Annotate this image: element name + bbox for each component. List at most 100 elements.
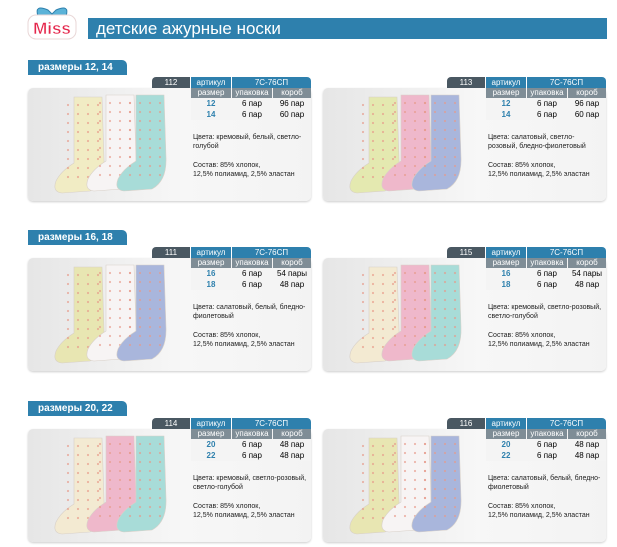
table-cell: 6 пар — [242, 99, 262, 108]
product-card: 115 артикул 7С-76СП размер упаковка короб … — [323, 247, 606, 371]
table-cell: 6 пар — [242, 280, 262, 289]
table-cell: 96 пар — [279, 99, 305, 108]
article-label: артикул — [191, 77, 231, 88]
product-number: 116 — [447, 418, 485, 429]
table-row: 22 6 пар 48 пар — [486, 450, 606, 461]
table-cell: 48 пар — [574, 280, 600, 289]
colors-text: Цвета: кремовый, светло-розовый, светло-… — [488, 304, 602, 320]
table-row: 16 6 пар 54 пары — [191, 268, 311, 279]
table-cell: 16 — [501, 269, 511, 278]
table-cell: 48 пар — [279, 440, 305, 449]
socks-image — [349, 264, 462, 364]
sock — [411, 94, 462, 192]
table-cell: 60 пар — [574, 110, 600, 119]
col-box: короб — [568, 258, 606, 268]
col-size: размер — [486, 258, 526, 268]
composition-line2: 12,5% полиамид, 2,5% эластан — [488, 341, 590, 348]
composition-text: Состав: 85% хлопок, 12,5% полиамид, 2,5% … — [488, 331, 603, 349]
composition-line1: Состав: 85% хлопок, — [193, 332, 261, 339]
composition-text: Состав: 85% хлопок, 12,5% полиамид, 2,5% … — [193, 502, 308, 520]
product-card: 111 артикул 7С-76СП размер упаковка короб … — [28, 247, 311, 371]
col-pack: упаковка — [232, 258, 272, 268]
table-row: 18 6 пар 48 пар — [486, 279, 606, 290]
article-label: артикул — [486, 418, 526, 429]
col-box: короб — [568, 429, 606, 439]
table-cell: 20 — [206, 440, 216, 449]
product-number: 111 — [152, 247, 190, 258]
table-cell: 96 пар — [574, 99, 600, 108]
size-table: размер упаковка короб 12 6 пар 96 пар 14 6 пар… — [486, 88, 606, 120]
colors-text: Цвета: салатовый, белый, бледно-фиолетов… — [488, 475, 601, 491]
col-size: размер — [191, 429, 231, 439]
product-number: 115 — [447, 247, 485, 258]
table-cell: 6 пар — [537, 110, 557, 119]
sock — [349, 266, 400, 364]
socks-image — [54, 435, 167, 535]
table-cell: 16 — [206, 269, 216, 278]
composition-line2: 12,5% полиамид, 2,5% эластан — [488, 171, 590, 178]
composition-line1: Состав: 85% хлопок, — [193, 162, 261, 169]
composition-line2: 12,5% полиамид, 2,5% эластан — [488, 512, 590, 519]
sock — [116, 264, 167, 362]
col-pack: упаковка — [527, 258, 567, 268]
table-row: 20 6 пар 48 пар — [191, 439, 311, 450]
composition-text: Состав: 85% хлопок, 12,5% полиамид, 2,5% … — [193, 161, 308, 179]
article-code: 7С-76СП — [527, 418, 606, 429]
table-row: 14 6 пар 60 пар — [191, 109, 311, 120]
sock — [349, 437, 400, 535]
col-box: короб — [273, 88, 311, 98]
composition-line1: Состав: 85% хлопок, — [488, 503, 556, 510]
col-pack: упаковка — [527, 88, 567, 98]
col-pack: упаковка — [232, 429, 272, 439]
socks-image — [54, 94, 167, 194]
table-row: 16 6 пар 54 пары — [486, 268, 606, 279]
table-header: размер упаковка короб — [191, 258, 311, 268]
size-table: размер упаковка короб 12 6 пар 96 пар 14 6 пар… — [191, 88, 311, 120]
table-cell: 18 — [501, 280, 511, 289]
colors-text: Цвета: кремовый, белый, светло-голубой — [193, 134, 302, 150]
table-cell: 14 — [206, 110, 216, 119]
sock — [116, 94, 167, 192]
table-cell: 48 пар — [574, 440, 600, 449]
size-table: размер упаковка короб 20 6 пар 48 пар 22 6 пар… — [486, 429, 606, 461]
table-cell: 48 пар — [574, 451, 600, 460]
composition-line2: 12,5% полиамид, 2,5% эластан — [193, 512, 295, 519]
section-label: размеры 12, 14 — [28, 60, 127, 75]
sock — [411, 435, 462, 533]
article-label: артикул — [191, 418, 231, 429]
product-number: 112 — [152, 77, 190, 88]
table-cell: 6 пар — [537, 269, 557, 278]
size-table: размер упаковка короб 16 6 пар 54 пары 18 6 па… — [191, 258, 311, 290]
article-label: артикул — [191, 247, 231, 258]
col-size: размер — [191, 88, 231, 98]
table-cell: 22 — [206, 451, 216, 460]
table-header: размер упаковка короб — [486, 88, 606, 98]
table-cell: 6 пар — [537, 451, 557, 460]
article-code: 7С-76СП — [527, 247, 606, 258]
article-label: артикул — [486, 77, 526, 88]
miss-logo: Miss — [26, 2, 78, 42]
composition-line2: 12,5% полиамид, 2,5% эластан — [193, 171, 295, 178]
sock — [54, 266, 105, 364]
sock — [116, 435, 167, 533]
section-label: размеры 20, 22 — [28, 401, 127, 416]
col-size: размер — [191, 258, 231, 268]
table-cell: 12 — [206, 99, 216, 108]
page-title: детские ажурные носки — [88, 18, 607, 39]
table-cell: 54 пары — [571, 269, 603, 278]
article-code: 7С-76СП — [232, 418, 311, 429]
table-cell: 18 — [206, 280, 216, 289]
table-cell: 6 пар — [537, 280, 557, 289]
col-size: размер — [486, 88, 526, 98]
composition-line2: 12,5% полиамид, 2,5% эластан — [193, 341, 295, 348]
composition-line1: Состав: 85% хлопок, — [488, 332, 556, 339]
table-cell: 6 пар — [242, 269, 262, 278]
socks-image — [349, 94, 462, 194]
table-header: размер упаковка короб — [191, 88, 311, 98]
colors-text: Цвета: салатовый, светло-розовый, бледно… — [488, 134, 586, 150]
table-row: 18 6 пар 48 пар — [191, 279, 311, 290]
svg-text:Miss: Miss — [33, 19, 71, 38]
table-header: размер упаковка короб — [486, 258, 606, 268]
composition-text: Состав: 85% хлопок, 12,5% полиамид, 2,5% … — [488, 161, 603, 179]
composition-text: Состав: 85% хлопок, 12,5% полиамид, 2,5% … — [488, 502, 603, 520]
